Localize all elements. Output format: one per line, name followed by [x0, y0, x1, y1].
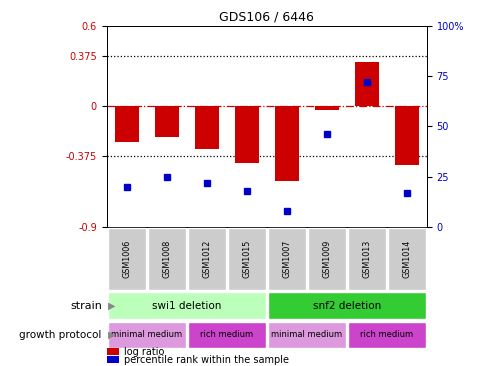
- FancyBboxPatch shape: [107, 228, 146, 290]
- FancyBboxPatch shape: [107, 322, 185, 348]
- Text: log ratio: log ratio: [123, 347, 164, 357]
- Bar: [114, 106, 138, 142]
- FancyBboxPatch shape: [347, 322, 425, 348]
- Text: GSM1014: GSM1014: [401, 240, 410, 278]
- Text: GSM1007: GSM1007: [282, 240, 291, 278]
- Text: GSM1015: GSM1015: [242, 240, 251, 278]
- FancyBboxPatch shape: [227, 228, 265, 290]
- FancyBboxPatch shape: [147, 228, 185, 290]
- Text: rich medium: rich medium: [200, 330, 253, 339]
- Text: swi1 deletion: swi1 deletion: [151, 300, 221, 311]
- Text: minimal medium: minimal medium: [271, 330, 342, 339]
- FancyBboxPatch shape: [267, 228, 305, 290]
- Text: rich medium: rich medium: [360, 330, 412, 339]
- Text: GSM1012: GSM1012: [202, 240, 211, 278]
- Text: GSM1009: GSM1009: [321, 240, 331, 278]
- Bar: [314, 106, 338, 110]
- FancyBboxPatch shape: [187, 322, 265, 348]
- FancyBboxPatch shape: [387, 228, 425, 290]
- FancyBboxPatch shape: [267, 322, 345, 348]
- Text: GSM1006: GSM1006: [122, 240, 131, 278]
- Text: percentile rank within the sample: percentile rank within the sample: [123, 355, 288, 365]
- Text: GSM1008: GSM1008: [162, 240, 171, 278]
- Text: minimal medium: minimal medium: [111, 330, 182, 339]
- Bar: [234, 106, 258, 163]
- Text: GSM1013: GSM1013: [362, 240, 371, 278]
- Bar: [394, 106, 418, 165]
- Bar: [194, 106, 218, 149]
- FancyBboxPatch shape: [107, 292, 265, 319]
- Bar: [354, 62, 378, 106]
- Title: GDS106 / 6446: GDS106 / 6446: [219, 10, 314, 23]
- Text: strain: strain: [70, 300, 102, 311]
- Text: growth protocol: growth protocol: [19, 330, 102, 340]
- Bar: [274, 106, 298, 181]
- FancyBboxPatch shape: [187, 228, 226, 290]
- Text: snf2 deletion: snf2 deletion: [312, 300, 380, 311]
- Text: ▶: ▶: [108, 300, 115, 311]
- Bar: [154, 106, 178, 137]
- Text: ▶: ▶: [108, 330, 115, 340]
- FancyBboxPatch shape: [347, 228, 385, 290]
- FancyBboxPatch shape: [307, 228, 345, 290]
- FancyBboxPatch shape: [267, 292, 425, 319]
